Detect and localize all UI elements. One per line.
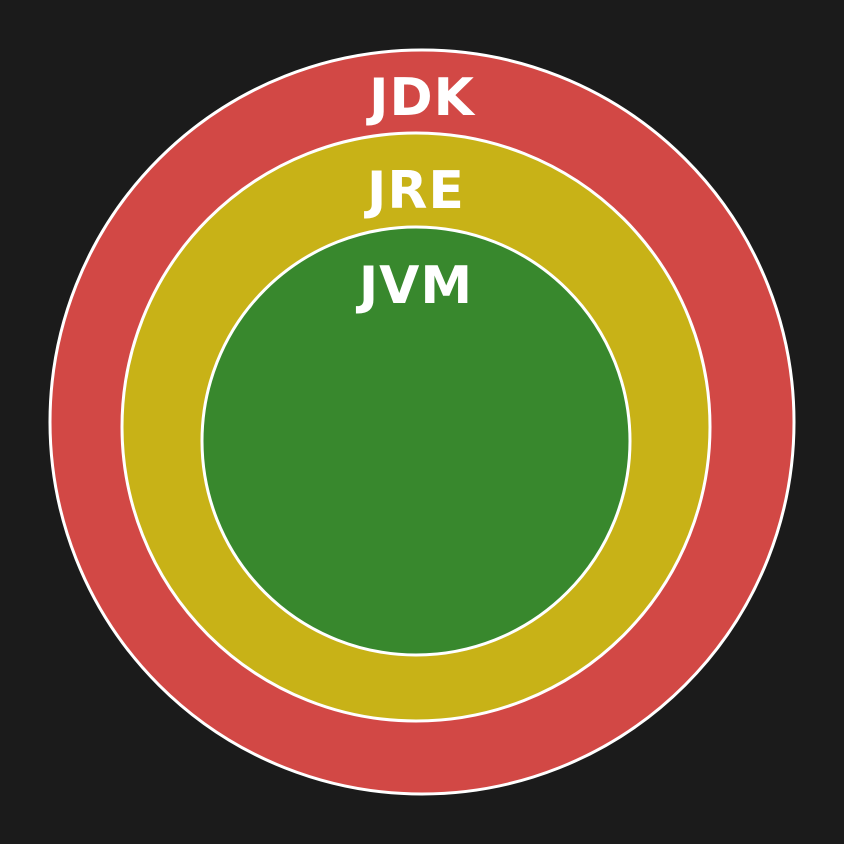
jre-label: JRE xyxy=(364,161,465,221)
jvm-circle xyxy=(200,225,632,657)
jvm-label: JVM xyxy=(356,256,473,316)
jdk-label: JDK xyxy=(366,68,476,128)
